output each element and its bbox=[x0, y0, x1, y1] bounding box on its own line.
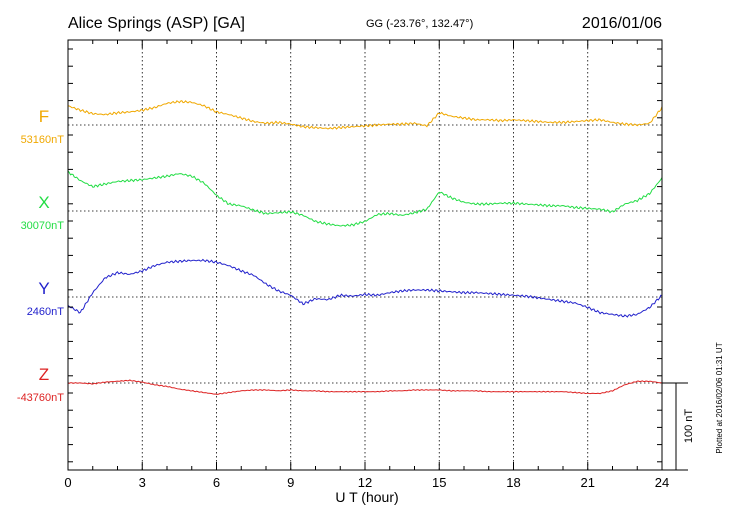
axis-ticks bbox=[67, 40, 663, 470]
x-tick-label: 3 bbox=[139, 475, 146, 490]
scale-bar-label: 100 nT bbox=[683, 409, 695, 444]
x-tick-label: 0 bbox=[64, 475, 71, 490]
series-line-z bbox=[67, 379, 663, 395]
series-line-f bbox=[67, 100, 663, 130]
x-axis-label: U T (hour) bbox=[335, 489, 398, 505]
x-tick-labels: 0 3 6 9 12 15 18 21 24 bbox=[64, 475, 669, 490]
series-layer bbox=[67, 100, 663, 395]
chart-title: Alice Springs (ASP) [GA] bbox=[68, 15, 245, 32]
plot-footer: Plotted at 2016/02/06 01:31 UT bbox=[715, 342, 724, 453]
chart-date: 2016/01/06 bbox=[582, 15, 662, 32]
x-tick-label: 21 bbox=[581, 475, 595, 490]
series-line-y bbox=[67, 258, 663, 318]
series-line-x bbox=[67, 170, 663, 227]
series-baseline-z: -43760nT bbox=[17, 392, 64, 404]
series-baseline-f: 53160nT bbox=[21, 134, 65, 146]
x-tick-label: 18 bbox=[506, 475, 520, 490]
station-coords: GG (-23.76°, 132.47°) bbox=[366, 18, 473, 30]
x-tick-label: 6 bbox=[213, 475, 220, 490]
series-name-x: X bbox=[38, 193, 49, 212]
x-tick-label: 12 bbox=[358, 475, 372, 490]
grid-lines bbox=[68, 40, 662, 470]
series-baseline-x: 30070nT bbox=[21, 220, 65, 232]
series-name-z: Z bbox=[39, 365, 49, 384]
x-tick-label: 15 bbox=[432, 475, 446, 490]
series-name-f: F bbox=[39, 107, 49, 126]
series-labels: F 53160nT X 30070nT Y 2460nT Z -43760nT bbox=[17, 107, 64, 404]
series-baseline-y: 2460nT bbox=[27, 306, 65, 318]
series-name-y: Y bbox=[38, 279, 49, 298]
x-tick-label: 9 bbox=[287, 475, 294, 490]
x-tick-label: 24 bbox=[655, 475, 669, 490]
